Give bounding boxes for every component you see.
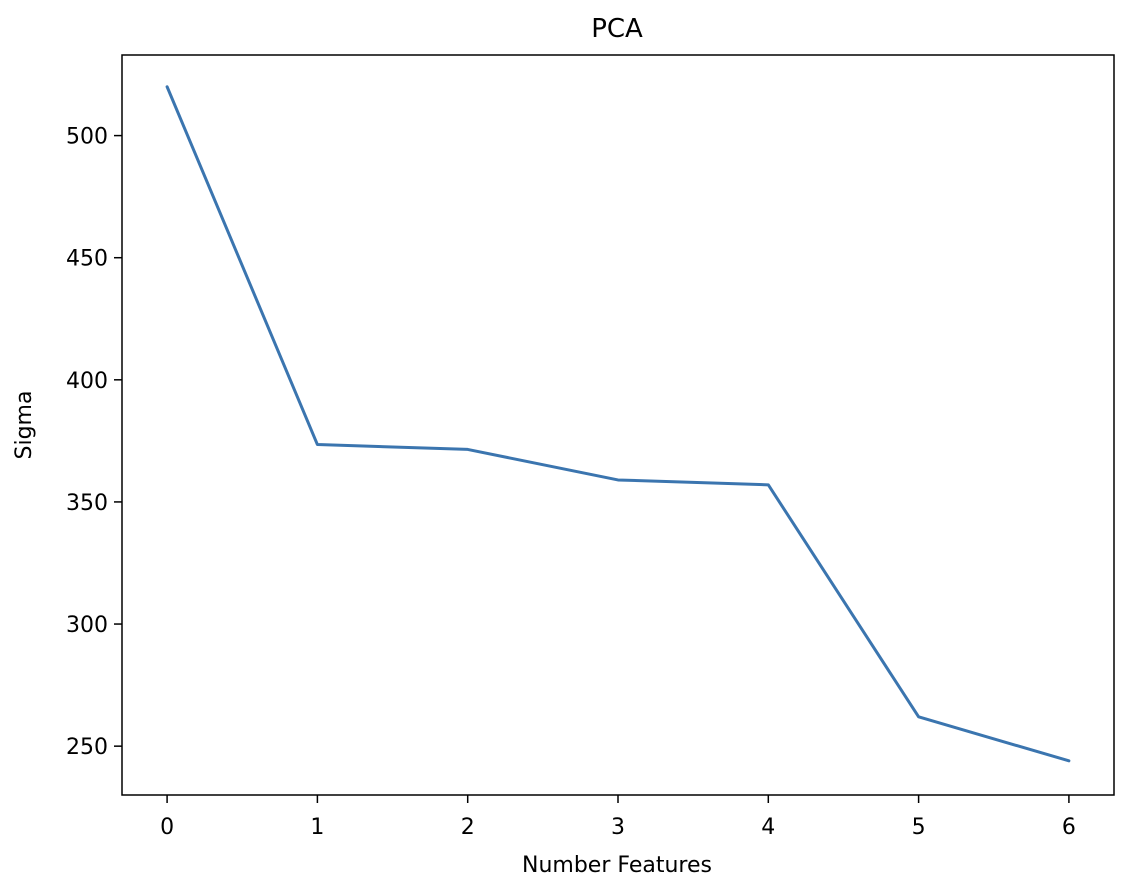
x-tick-label: 5: [912, 815, 926, 840]
x-tick-label: 6: [1062, 815, 1076, 840]
y-tick-label: 300: [66, 613, 108, 638]
x-tick-label: 3: [611, 815, 625, 840]
x-tick-label: 1: [310, 815, 324, 840]
y-tick-label: 500: [66, 125, 108, 150]
x-axis-ticks: 0 1 2 3 4 5 6: [160, 795, 1076, 840]
y-axis-label: Sigma: [12, 391, 37, 460]
x-axis-label: Number Features: [522, 853, 712, 878]
x-tick-label: 0: [160, 815, 174, 840]
y-tick-label: 250: [66, 735, 108, 760]
pca-series-line: [165, 85, 1071, 763]
chart-title: PCA: [591, 14, 643, 44]
y-tick-label: 400: [66, 369, 108, 394]
y-tick-label: 350: [66, 491, 108, 516]
y-axis-ticks: 250 300 350 400 450 500: [66, 125, 122, 760]
x-tick-label: 4: [761, 815, 775, 840]
pca-series-points: [166, 86, 1070, 762]
x-tick-label: 2: [461, 815, 475, 840]
y-tick-label: 450: [66, 247, 108, 272]
plot-frame: [121, 54, 1115, 796]
